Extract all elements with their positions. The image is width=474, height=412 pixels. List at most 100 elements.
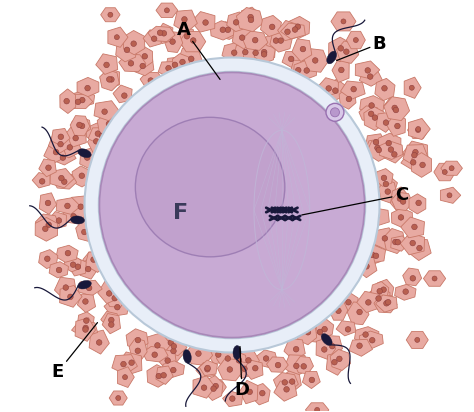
Polygon shape	[56, 245, 78, 262]
Polygon shape	[356, 61, 380, 79]
Circle shape	[246, 358, 251, 363]
Circle shape	[292, 27, 298, 33]
Circle shape	[293, 363, 299, 369]
Circle shape	[191, 37, 196, 43]
Circle shape	[65, 250, 71, 256]
Polygon shape	[109, 391, 127, 405]
Circle shape	[278, 38, 283, 43]
Polygon shape	[142, 346, 168, 362]
Circle shape	[332, 359, 337, 365]
Circle shape	[62, 179, 67, 185]
Circle shape	[369, 337, 375, 343]
Polygon shape	[63, 207, 86, 224]
Polygon shape	[39, 159, 56, 177]
Polygon shape	[72, 166, 91, 187]
Polygon shape	[365, 134, 387, 154]
Circle shape	[63, 285, 69, 290]
Circle shape	[201, 385, 207, 391]
Circle shape	[365, 68, 371, 73]
Polygon shape	[88, 132, 105, 152]
Polygon shape	[387, 114, 406, 136]
Circle shape	[211, 386, 216, 391]
Circle shape	[104, 62, 109, 68]
Circle shape	[374, 145, 380, 151]
Circle shape	[273, 38, 279, 43]
Polygon shape	[261, 15, 282, 37]
Polygon shape	[80, 148, 97, 169]
Polygon shape	[71, 91, 95, 107]
Polygon shape	[76, 220, 95, 241]
Circle shape	[128, 61, 134, 66]
Polygon shape	[186, 342, 212, 365]
Polygon shape	[316, 337, 336, 360]
Circle shape	[180, 59, 185, 65]
Circle shape	[284, 386, 289, 392]
Polygon shape	[140, 72, 163, 87]
Circle shape	[95, 131, 100, 136]
Circle shape	[253, 365, 258, 371]
Polygon shape	[329, 300, 348, 320]
Polygon shape	[318, 78, 338, 96]
Polygon shape	[375, 169, 393, 186]
Polygon shape	[392, 208, 412, 228]
Circle shape	[171, 344, 177, 349]
Polygon shape	[423, 271, 446, 286]
Circle shape	[253, 50, 258, 56]
Polygon shape	[326, 352, 346, 375]
Polygon shape	[326, 79, 346, 101]
Circle shape	[71, 213, 76, 219]
Circle shape	[203, 20, 209, 25]
Circle shape	[393, 107, 399, 113]
Polygon shape	[328, 37, 351, 62]
Circle shape	[64, 98, 69, 104]
Polygon shape	[374, 228, 396, 250]
Circle shape	[82, 327, 88, 332]
Circle shape	[346, 300, 351, 305]
Polygon shape	[94, 101, 119, 121]
Polygon shape	[355, 327, 379, 344]
Circle shape	[233, 19, 239, 25]
Circle shape	[151, 36, 157, 42]
Circle shape	[322, 326, 328, 332]
Circle shape	[309, 377, 315, 383]
Circle shape	[172, 62, 178, 68]
Polygon shape	[293, 61, 317, 80]
Polygon shape	[336, 321, 356, 336]
Circle shape	[369, 252, 375, 258]
Circle shape	[305, 330, 311, 335]
Circle shape	[365, 300, 371, 305]
Circle shape	[205, 365, 210, 371]
Circle shape	[261, 49, 267, 55]
Text: C: C	[302, 186, 408, 215]
Polygon shape	[371, 281, 389, 301]
Circle shape	[357, 343, 362, 349]
Circle shape	[300, 46, 306, 52]
Circle shape	[413, 150, 418, 155]
Polygon shape	[65, 94, 93, 109]
Polygon shape	[102, 314, 120, 334]
Polygon shape	[105, 289, 127, 307]
Polygon shape	[175, 28, 196, 48]
Polygon shape	[178, 48, 202, 70]
Circle shape	[382, 236, 388, 241]
Circle shape	[77, 122, 82, 128]
Circle shape	[93, 138, 99, 144]
Circle shape	[304, 68, 310, 73]
Polygon shape	[379, 180, 397, 203]
Polygon shape	[239, 380, 258, 404]
Polygon shape	[364, 106, 385, 131]
Polygon shape	[375, 279, 394, 303]
Circle shape	[420, 162, 425, 168]
Polygon shape	[244, 44, 268, 62]
Polygon shape	[147, 332, 171, 356]
Polygon shape	[118, 367, 134, 387]
Polygon shape	[239, 7, 260, 30]
Polygon shape	[403, 268, 422, 286]
Circle shape	[121, 93, 127, 98]
Circle shape	[336, 308, 341, 314]
Circle shape	[39, 178, 45, 184]
Polygon shape	[39, 250, 58, 269]
Polygon shape	[357, 291, 381, 312]
Circle shape	[225, 27, 231, 33]
Circle shape	[337, 356, 342, 362]
